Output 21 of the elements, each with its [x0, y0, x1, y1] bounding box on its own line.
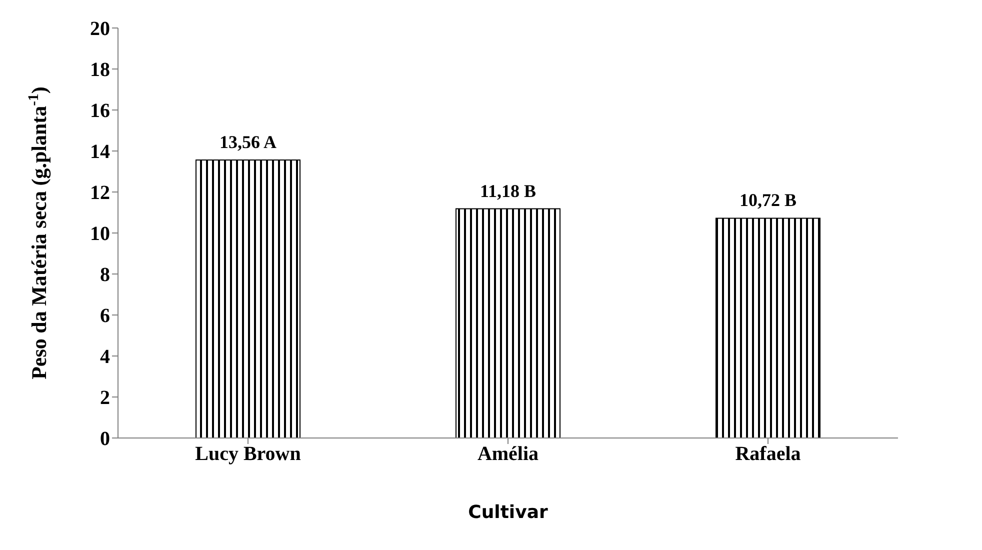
y-tick-label: 18 [90, 59, 110, 82]
y-tick-label: 14 [90, 141, 110, 164]
x-tick-label: Rafaela [735, 443, 801, 466]
y-tick-label: 16 [90, 100, 110, 122]
y-tick-label: 4 [100, 346, 110, 368]
data-label: 10,72 B [739, 190, 797, 210]
data-label: 13,56 A [219, 132, 277, 152]
bar [456, 208, 560, 438]
x-tick-label: Amélia [477, 443, 539, 466]
data-label: 11,18 B [480, 180, 536, 201]
y-tick-label: 6 [100, 305, 110, 328]
y-tick-label: 8 [100, 264, 110, 286]
bar [196, 160, 300, 438]
y-tick-label: 10 [90, 223, 110, 246]
y-tick-label: 12 [90, 182, 110, 204]
y-tick-label: 0 [100, 428, 110, 450]
x-tick-label: Lucy Brown [195, 443, 301, 466]
bar [716, 218, 820, 438]
x-axis-title: Cultivar [468, 502, 548, 523]
y-tick-label: 2 [100, 387, 110, 410]
y-tick-label: 20 [90, 18, 110, 40]
